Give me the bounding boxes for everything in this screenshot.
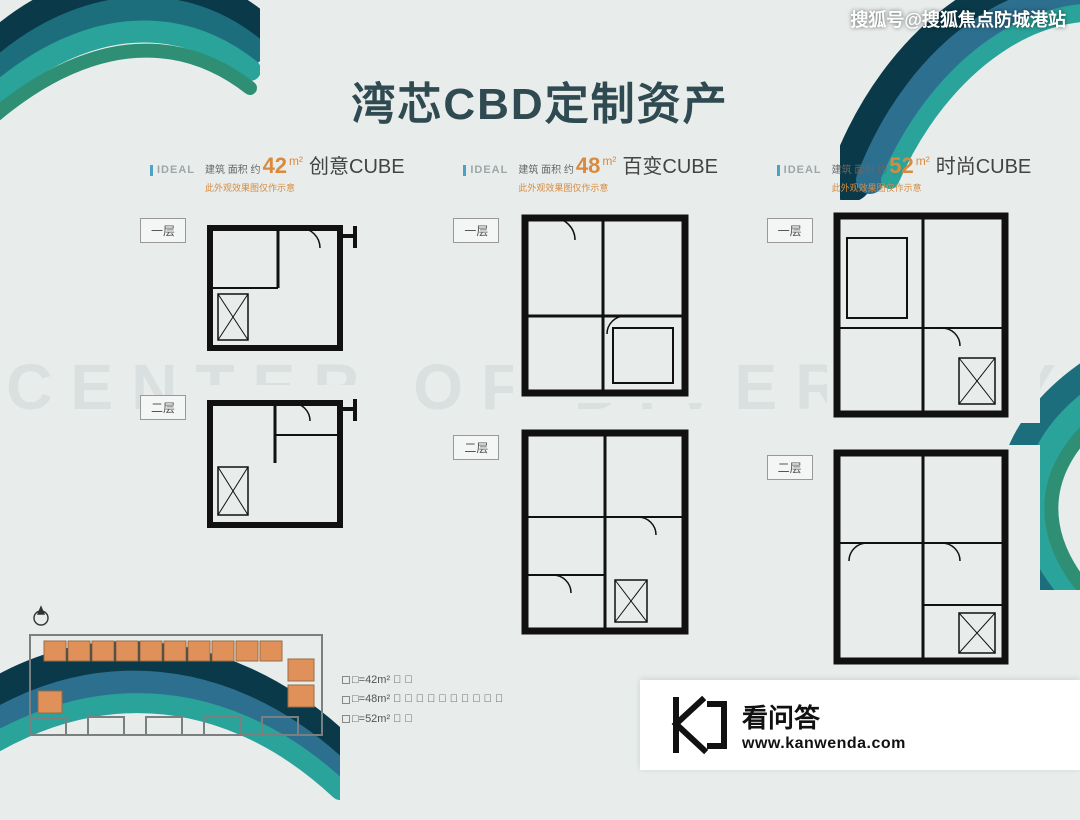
plan-name: 百变CUBE [622,150,718,179]
area-unit: m² [602,154,616,168]
watermark-top: 搜狐号@搜狐焦点防城港站 [850,6,1066,32]
plan-subtext: 此外观效果图仅作示意 [518,181,718,194]
area-unit: m² [289,154,303,168]
compass-icon [30,605,52,630]
legend-line-2: □=48m² ⃝ ⃝ ⃝ ⃝ ⃝ ⃝ ⃝ ⃝ ⃝ ⃝ [340,690,503,710]
legend: □=42m² ⃝ ⃝ □=48m² ⃝ ⃝ ⃝ ⃝ ⃝ ⃝ ⃝ ⃝ ⃝ ⃝ □=… [340,671,503,730]
plan-name: 创意CUBE [309,150,405,179]
plan-name: 时尚CUBE [936,150,1032,179]
floorplan-42-f2 [200,385,413,540]
floorplan-52-f2 [827,445,1040,670]
floor-1-label: 一层 [140,218,186,243]
page-title: 湾芯CBD定制资产 [0,68,1080,132]
area-unit: m² [916,154,930,168]
floorplan-52-f1 [827,208,1040,423]
floor-2-label: 二层 [767,455,813,480]
plan-header: IDEAL 建筑 面积 约 42 m² 创意CUBE 此外观效果图仅作示意 [140,150,413,194]
plans-row: IDEAL 建筑 面积 约 42 m² 创意CUBE 此外观效果图仅作示意 一层 [140,150,1040,670]
legend-line-1: □=42m² ⃝ ⃝ [340,671,503,691]
floorplan-48-f2 [513,425,726,640]
floorplan-42-f1 [200,208,413,363]
brand-ideal: IDEAL [777,165,822,176]
floor-1-label: 一层 [767,218,813,243]
site-plan [26,631,326,746]
floor-2-label: 二层 [140,395,186,420]
area-prelabel: 建筑 面积 约 [205,165,261,176]
logo-url: www.kanwenda.com [742,735,906,753]
brand-ideal: IDEAL [150,165,195,176]
area-prelabel: 建筑 面积 约 [518,165,574,176]
plan-52: IDEAL 建筑 面积 约 52 m² 时尚CUBE 此外观效果图仅作示意 一层 [767,150,1040,670]
plan-header: IDEAL 建筑 面积 约 52 m² 时尚CUBE 此外观效果图仅作示意 [767,150,1040,194]
area-prelabel: 建筑 面积 约 [832,165,888,176]
legend-line-3: □=52m² ⃝ ⃝ [340,710,503,730]
floor-1-label: 一层 [453,218,499,243]
plan-header: IDEAL 建筑 面积 约 48 m² 百变CUBE 此外观效果图仅作示意 [453,150,726,194]
plan-subtext: 此外观效果图仅作示意 [832,181,1032,194]
logo-cn: 看问答 [742,698,906,735]
brand-ideal: IDEAL [463,165,508,176]
area-number: 52 [889,153,913,179]
bottom-logo-bar: 看问答 www.kanwenda.com [640,680,1080,770]
area-number: 42 [263,153,287,179]
floor-2-label: 二层 [453,435,499,460]
plan-subtext: 此外观效果图仅作示意 [205,181,405,194]
plan-42: IDEAL 建筑 面积 约 42 m² 创意CUBE 此外观效果图仅作示意 一层 [140,150,413,670]
floorplan-48-f1 [513,208,726,403]
plan-48: IDEAL 建筑 面积 约 48 m² 百变CUBE 此外观效果图仅作示意 一层 [453,150,726,670]
area-number: 48 [576,153,600,179]
kanwenda-logo-icon [666,694,728,756]
